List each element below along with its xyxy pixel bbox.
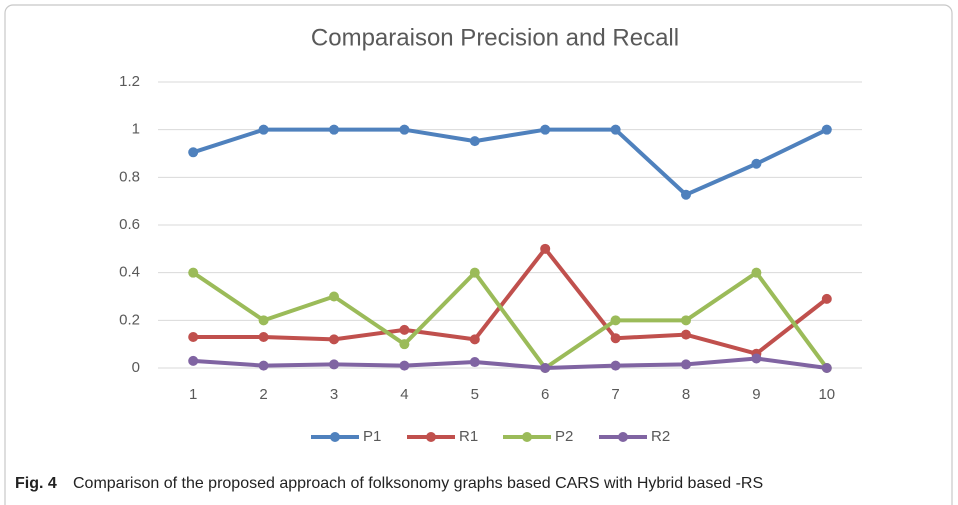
x-tick-label: 1: [189, 386, 197, 403]
data-point: [681, 359, 691, 370]
series-line: [193, 246, 829, 356]
data-point: [610, 124, 621, 135]
data-point: [188, 147, 199, 158]
data-point: [469, 334, 480, 345]
data-point: [751, 353, 762, 364]
y-tick-label: 0.8: [119, 168, 140, 185]
data-point: [258, 124, 269, 135]
data-point: [188, 355, 199, 366]
legend-label: P2: [555, 428, 573, 445]
legend-marker: [330, 432, 340, 442]
data-point: [329, 359, 339, 370]
data-point: [610, 333, 621, 344]
legend-marker: [426, 432, 436, 442]
data-point: [751, 267, 762, 278]
data-point: [329, 334, 339, 345]
x-tick-label: 7: [611, 386, 619, 403]
y-tick-label: 0.2: [119, 311, 140, 328]
legend-label: R2: [651, 428, 670, 445]
data-point: [751, 158, 762, 169]
data-point: [681, 315, 691, 326]
data-point: [399, 324, 410, 335]
legend-marker: [618, 432, 628, 442]
legend-label: R1: [459, 428, 478, 445]
y-tick-label: 1.2: [119, 73, 140, 90]
x-tick-label: 10: [818, 386, 835, 403]
data-point: [681, 189, 691, 200]
chart-title: Comparaison Precision and Recall: [311, 24, 679, 51]
data-point: [258, 360, 269, 371]
caption-text: Comparison of the proposed approach of f…: [73, 475, 763, 492]
data-point: [258, 315, 269, 326]
data-point: [258, 332, 269, 343]
series-line: [192, 270, 829, 370]
data-point: [188, 267, 199, 278]
data-point: [469, 267, 480, 278]
data-point: [469, 136, 480, 147]
data-point: [540, 243, 551, 254]
legend-marker: [522, 432, 532, 442]
data-point: [469, 357, 480, 368]
data-point: [329, 124, 339, 135]
data-point: [540, 124, 551, 135]
caption-label: Fig. 4: [15, 475, 57, 492]
data-point: [681, 329, 691, 340]
data-point: [188, 332, 199, 343]
y-tick-label: 1: [132, 121, 140, 138]
x-tick-label: 5: [471, 386, 479, 403]
data-point: [610, 360, 621, 371]
x-tick-label: 6: [541, 386, 549, 403]
x-tick-label: 2: [259, 386, 267, 403]
y-tick-label: 0.4: [119, 264, 140, 281]
series-line: [192, 127, 828, 197]
series-line: [193, 356, 828, 370]
y-tick-label: 0: [132, 359, 140, 376]
x-tick-label: 9: [752, 386, 760, 403]
x-tick-label: 3: [330, 386, 338, 403]
data-point: [399, 360, 410, 371]
data-point: [610, 315, 621, 326]
legend-label: P1: [363, 428, 381, 445]
x-tick-label: 4: [400, 386, 408, 403]
data-point: [821, 293, 832, 304]
frame: [4, 4, 953, 505]
data-point: [399, 339, 410, 350]
data-point: [329, 291, 339, 302]
data-point: [821, 124, 832, 135]
y-tick-label: 0.6: [119, 216, 140, 233]
x-tick-label: 8: [682, 386, 690, 403]
data-point: [821, 363, 832, 373]
data-point: [399, 124, 410, 135]
data-point: [540, 363, 551, 373]
